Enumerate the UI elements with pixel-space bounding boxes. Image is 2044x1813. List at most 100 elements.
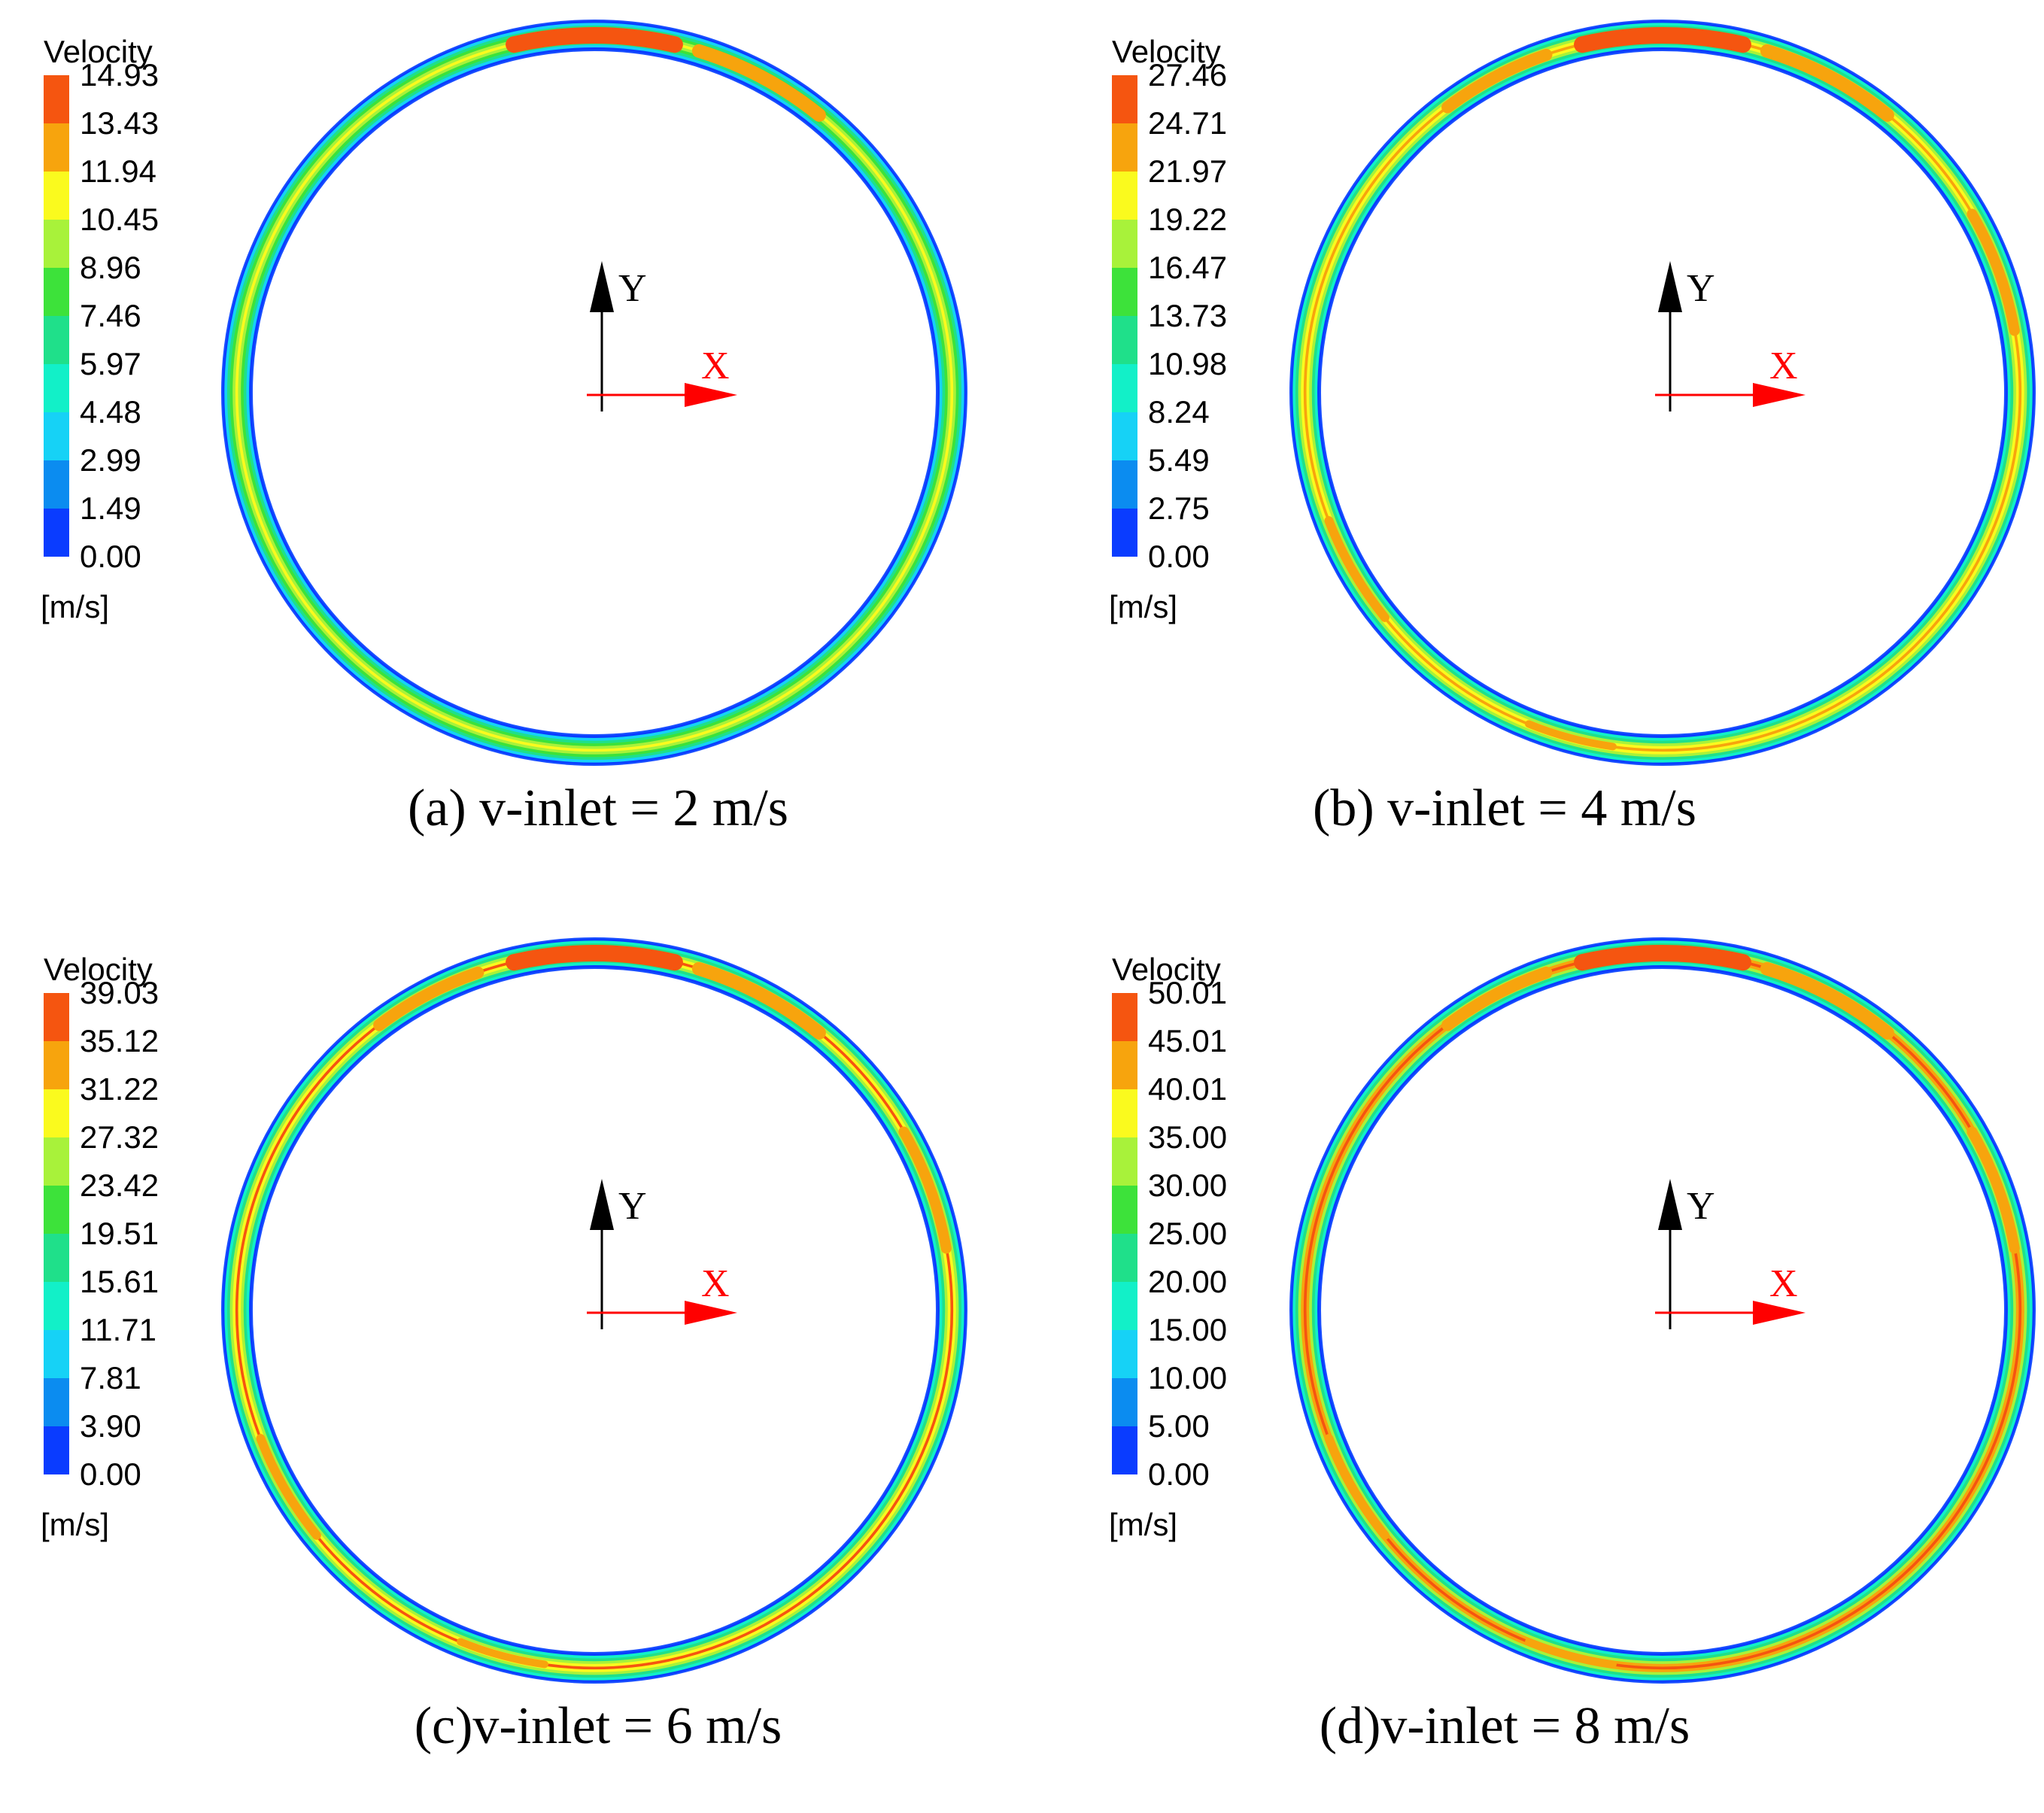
high-velocity-patch: [898, 1126, 952, 1254]
legend-tick: 31.22: [80, 1071, 159, 1107]
colorbar-band: [44, 509, 69, 557]
x-axis-label: X: [1769, 345, 1798, 387]
y-axis-arrowhead: [1658, 1179, 1682, 1230]
legend-tick: 1.49: [80, 490, 141, 526]
colorbar-band: [1112, 460, 1137, 509]
inner-wall: [251, 967, 937, 1654]
legend-tick: 8.96: [80, 250, 141, 285]
legend-tick: 11.94: [80, 153, 156, 189]
panel-caption: (d)v-inlet = 8 m/s: [1319, 1697, 1690, 1755]
legend-tick: 11.71: [80, 1312, 156, 1347]
legend-tick: 5.00: [1148, 1408, 1210, 1444]
legend-tick: 50.01: [1148, 975, 1228, 1010]
legend-unit: [m/s]: [41, 589, 109, 624]
colorbar-band: [44, 1282, 69, 1330]
colorbar-band: [1112, 268, 1137, 316]
colorbar-band: [1112, 316, 1137, 364]
velocity-legend: Velocity 39.03 35.12 31.22 27.32 23.42 1…: [36, 952, 209, 1553]
colorbar-band: [1112, 1041, 1137, 1089]
high-velocity-patch: [691, 961, 826, 1040]
high-velocity-patch: [1967, 208, 2020, 336]
colorbar-band: [1112, 1426, 1137, 1474]
colorbar-band: [1112, 412, 1137, 460]
panel-caption: (b) v-inlet = 4 m/s: [1313, 779, 1696, 837]
velocity-contour-ring: [249, 965, 940, 1656]
velocity-contour-ring: [1314, 962, 2011, 1659]
high-velocity-patch: [1967, 1126, 2020, 1254]
legend-tick: 14.93: [80, 57, 159, 93]
high-velocity-patch: [1760, 44, 1894, 122]
outer-wall: [221, 937, 967, 1684]
high-velocity-patch: [373, 966, 484, 1031]
legend-unit: [m/s]: [41, 1507, 109, 1542]
colorbar-band: [1112, 123, 1137, 172]
legend-tick: 19.22: [1148, 202, 1228, 237]
y-axis-label: Y: [618, 267, 647, 310]
legend-tick: 0.00: [1148, 539, 1210, 574]
legend-ticks: 14.93 13.43 11.94 10.45 8.96 7.46 5.97 4…: [80, 57, 200, 574]
velocity-contour-ring: [1292, 23, 2033, 763]
inner-wall: [251, 50, 937, 736]
legend-tick: 4.48: [80, 394, 141, 430]
contour-plot: YX: [1289, 20, 2036, 766]
velocity-contour-ring: [243, 959, 946, 1662]
outer-wall: [1289, 20, 2036, 766]
velocity-legend: Velocity 50.01 45.01 40.01 35.00 30.00 2…: [1104, 952, 1277, 1553]
legend-tick: 24.71: [1148, 105, 1228, 141]
legend-tick: 5.49: [1148, 442, 1210, 478]
velocity-contour-ring: [1289, 20, 2036, 766]
contour-plot: YX: [221, 20, 967, 766]
contour-plot: YX: [1289, 937, 2036, 1684]
inner-wall: [1320, 50, 2006, 736]
legend-ticks: 39.03 35.12 31.22 27.32 23.42 19.51 15.6…: [80, 975, 200, 1492]
colorbar-band: [1112, 1137, 1137, 1186]
x-axis-label: X: [701, 345, 730, 387]
velocity-contour-ring: [243, 41, 946, 744]
colorbar-band: [44, 1234, 69, 1282]
velocity-contour-ring: [221, 20, 967, 766]
velocity-contour-ring: [1314, 44, 2011, 741]
high-velocity-patch: [256, 1434, 321, 1540]
legend-tick: 7.46: [80, 298, 141, 333]
legend-tick: 10.98: [1148, 346, 1228, 381]
legend-tick: 7.81: [80, 1360, 141, 1395]
x-axis-arrowhead: [685, 1301, 737, 1325]
outer-wall: [221, 20, 967, 766]
velocity-contour-ring: [1317, 965, 2008, 1656]
high-velocity-patch: [1574, 27, 1751, 53]
legend-title: Velocity: [1112, 952, 1221, 987]
legend-tick: 16.47: [1148, 250, 1228, 285]
legend-colorbar: [1112, 75, 1137, 557]
colorbar-band: [1112, 1282, 1137, 1330]
x-axis-label: X: [701, 1262, 730, 1305]
colorbar-band: [44, 220, 69, 268]
colorbar-band: [44, 993, 69, 1041]
legend-tick: 27.32: [80, 1119, 159, 1155]
x-axis-arrowhead: [1753, 1301, 1806, 1325]
x-axis-label: X: [1769, 1262, 1798, 1305]
y-axis-label: Y: [618, 1185, 647, 1228]
colorbar-band: [1112, 1186, 1137, 1234]
legend-tick: 30.00: [1148, 1168, 1228, 1203]
colorbar-band: [1112, 1378, 1137, 1426]
legend-colorbar: [44, 75, 69, 557]
colorbar-band: [44, 172, 69, 220]
colorbar-band: [44, 1041, 69, 1089]
high-velocity-patch: [506, 27, 683, 53]
colorbar-band: [44, 316, 69, 364]
legend-tick: 5.97: [80, 346, 141, 381]
legend-tick: 13.73: [1148, 298, 1228, 333]
colorbar-band: [44, 268, 69, 316]
colorbar-band: [1112, 1089, 1137, 1137]
legend-tick: 2.75: [1148, 490, 1210, 526]
legend-tick: 20.00: [1148, 1264, 1228, 1299]
legend-ticks: 27.46 24.71 21.97 19.22 16.47 13.73 10.9…: [1148, 57, 1268, 574]
velocity-contour-ring: [246, 962, 943, 1659]
legend-ticks: 50.01 45.01 40.01 35.00 30.00 25.00 20.0…: [1148, 975, 1268, 1492]
legend-tick: 15.00: [1148, 1312, 1228, 1347]
high-velocity-patch: [691, 44, 826, 122]
legend-title: Velocity: [1112, 34, 1221, 69]
velocity-contour-ring: [224, 23, 964, 763]
velocity-legend: Velocity 27.46 24.71 21.97 19.22 16.47 1…: [1104, 34, 1277, 636]
velocity-contour-ring: [1289, 937, 2036, 1684]
